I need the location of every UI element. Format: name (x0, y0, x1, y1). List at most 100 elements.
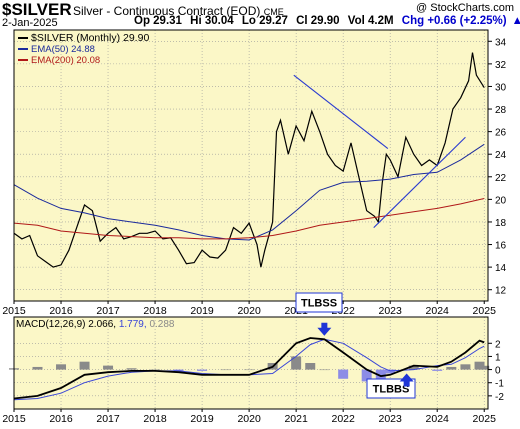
macd-signal-line (13, 338, 485, 401)
descending-trendline (293, 74, 389, 149)
tlbbs-callout-box (366, 378, 416, 399)
silver-price-line (13, 52, 485, 268)
macd-histogram-bar (244, 369, 255, 371)
description-text: Silver - Continuous Contract (EOD) (73, 4, 261, 18)
macd-legend-part: MACD(12,26,9) (16, 319, 88, 330)
macd-legend-part: 1.779, (119, 319, 150, 330)
x-tick-label: 2021 (284, 413, 308, 425)
tlbbs-callout-label: TLBBS (373, 384, 410, 396)
macd-histogram-bar (126, 368, 137, 370)
price-y-tick-label: 34 (495, 37, 507, 48)
quote-date: 2-Jan-2025 (2, 17, 58, 29)
exchange-text: CME (263, 7, 284, 17)
price-trendlines (293, 74, 466, 228)
x-tick-label: 2017 (96, 305, 120, 317)
macd-histogram-bar (56, 364, 67, 370)
x-tick-label: 2018 (143, 305, 167, 317)
macd-legend-part: 2.066, (88, 319, 119, 330)
macd-callouts: TLBSS TLBBS (295, 292, 416, 399)
macd-histogram-bar (197, 369, 208, 371)
change-text: Chg +0.66 (+2.25%) (401, 15, 507, 27)
change-value: Chg +0.66 (+2.25%) ▲ (402, 15, 520, 27)
volume-value: Vol 4.2M (347, 15, 394, 27)
x-tick-label: 2015 (2, 413, 26, 425)
tlbss-callout-arrow-icon (317, 322, 332, 336)
x-tick-label: 2020 (237, 413, 261, 425)
macd-panel-series (13, 337, 485, 401)
x-tick-label: 2023 (379, 305, 403, 317)
x-tick-label: 2019 (190, 413, 214, 425)
macd-legend: MACD(12,26,9) 2.066, 1.779, 0.288 (16, 319, 175, 330)
price-y-tick-label: 30 (495, 82, 507, 93)
macd-panel-frame (13, 316, 489, 410)
x-tick-label: 2023 (379, 413, 403, 425)
price-y-tick-label: 16 (495, 241, 507, 252)
price-x-axis: 2015201620172018201920202021202220232024… (2, 301, 496, 317)
ascending-trendline (373, 136, 466, 228)
tlbss-callout-box (295, 292, 343, 313)
macd-histogram-bar (220, 369, 231, 371)
change-up-icon: ▲ (511, 15, 520, 27)
price-y-axis: 12 14 16 18 20 22 24 26 28 30 32 34 (488, 37, 507, 297)
legend-label: EMA(200) 20.08 (31, 55, 100, 66)
macd-histogram-bar (385, 369, 396, 374)
x-tick-label: 2020 (237, 305, 261, 317)
macd-histogram-bar (319, 369, 330, 371)
macd-histogram-bar (79, 361, 90, 370)
x-tick-label: 2019 (190, 305, 214, 317)
legend-swatch (18, 48, 28, 50)
tlbss-callout-label: TLBSS (301, 298, 337, 310)
macd-y-tick-label: 2 (495, 339, 501, 350)
macd-histogram-bar (474, 361, 485, 370)
macd-histogram-bar (375, 369, 386, 379)
x-tick-label: 2024 (426, 305, 450, 317)
macd-histogram-bar (305, 363, 316, 370)
x-tick-label: 2022 (331, 413, 355, 425)
x-tick-label: 2015 (2, 305, 26, 317)
macd-histogram-bar (460, 364, 471, 370)
price-panel-frame (13, 29, 489, 302)
x-tick-label: 2025 (473, 305, 497, 317)
price-y-tick-label: 26 (495, 128, 507, 139)
close-value: Cl 29.90 (296, 15, 340, 27)
x-tick-label: 2016 (49, 413, 73, 425)
macd-legend-label: MACD(12,26,9) 2.066, 1.779, 0.288 (16, 319, 175, 330)
price-y-tick-label: 12 (495, 286, 507, 297)
price-y-tick-label: 18 (495, 218, 507, 229)
x-tick-label: 2018 (143, 413, 167, 425)
high-value: Hi 30.04 (190, 15, 234, 27)
macd-y-tick-label: -1 (495, 379, 504, 390)
price-y-tick-label: 20 (495, 195, 507, 206)
macd-histogram-bar (291, 356, 302, 370)
price-y-tick-label: 28 (495, 105, 507, 116)
stockcharts-credit: @ StockCharts.com (416, 2, 514, 14)
x-tick-label: 2025 (473, 413, 497, 425)
macd-x-axis: 2015 2016 2017 2018 2019 2020 2021 2022 2023 2024… (2, 409, 496, 425)
quote-stats: Op 29.31 Hi 30.04 Lo 29.27 Cl 29.90 Vol … (134, 15, 520, 27)
macd-histogram-bar (432, 369, 443, 371)
price-y-tick-label: 32 (495, 60, 507, 71)
price-y-tick-label: 14 (495, 263, 507, 274)
ema50-line (13, 143, 485, 241)
macd-histogram-bar (32, 366, 43, 370)
open-value: Op 29.31 (134, 15, 182, 27)
price-panel-series (13, 52, 485, 268)
macd-histogram-bar (150, 369, 161, 371)
macd-y-axis: -2 -1 0 1 2 (488, 339, 504, 403)
x-tick-label: 2024 (426, 413, 450, 425)
legend-swatch (18, 37, 28, 39)
macd-histogram-bar (479, 365, 490, 370)
price-panel-background (14, 30, 488, 301)
tlbbs-callout-arrow-icon (399, 373, 414, 387)
legend-swatch (18, 59, 28, 61)
low-value: Lo 29.27 (241, 15, 288, 27)
x-tick-label: 2016 (49, 305, 73, 317)
macd-y-tick-label: 1 (495, 352, 501, 363)
macd-legend-part: 0.288 (149, 319, 174, 330)
macd-histogram-bar (408, 365, 419, 370)
macd-line (13, 337, 485, 400)
price-y-tick-label: 22 (495, 173, 507, 184)
legend-label: EMA(50) 24.88 (31, 44, 95, 55)
